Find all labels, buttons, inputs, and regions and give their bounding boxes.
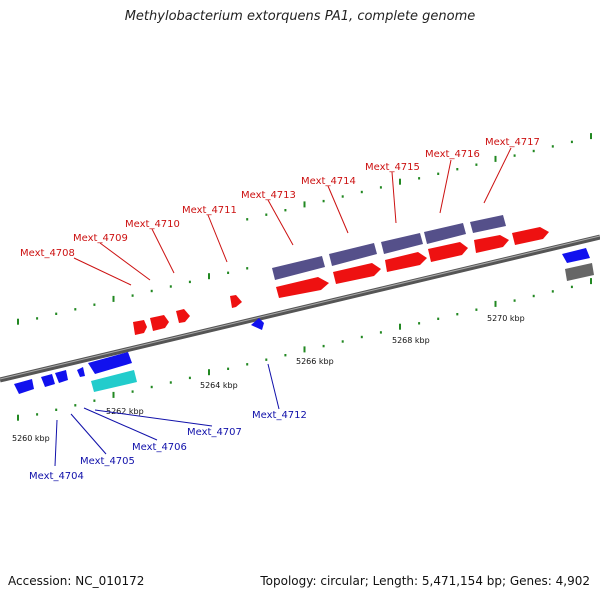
gene-label-mext-4707[interactable]: Mext_4707 xyxy=(187,427,242,438)
gene-arrow[interactable] xyxy=(77,367,85,377)
feature-box[interactable] xyxy=(329,243,377,266)
forward-strand-genes xyxy=(133,227,549,335)
reverse-gene-labels: Mext_4704 Mext_4705 Mext_4706 Mext_4707 … xyxy=(29,410,307,482)
gene-arrow[interactable] xyxy=(41,374,55,387)
ruler-label-5264: 5264 kbp xyxy=(200,381,238,390)
forward-gene-labels: Mext_4708 Mext_4709 Mext_4710 Mext_4711 … xyxy=(20,137,540,259)
rna-feature-box[interactable] xyxy=(91,370,137,392)
gene-arrow[interactable] xyxy=(474,235,509,253)
ruler-label-5260: 5260 kbp xyxy=(12,434,50,443)
gene-arrow[interactable] xyxy=(133,320,147,335)
grey-feature-box[interactable] xyxy=(565,263,594,281)
gene-label-mext-4706[interactable]: Mext_4706 xyxy=(132,442,187,453)
gene-arrow[interactable] xyxy=(14,379,34,394)
gene-arrow[interactable] xyxy=(512,227,549,245)
ruler-label-5262: 5262 kbp xyxy=(106,407,144,416)
gene-arrow[interactable] xyxy=(251,318,264,330)
gene-label-mext-4710[interactable]: Mext_4710 xyxy=(125,219,180,230)
feature-box[interactable] xyxy=(424,223,466,244)
gene-label-mext-4709[interactable]: Mext_4709 xyxy=(73,233,128,244)
feature-box[interactable] xyxy=(381,233,423,254)
gene-arrow[interactable] xyxy=(428,242,468,262)
forward-label-leaders xyxy=(73,147,512,286)
ruler-label-5266: 5266 kbp xyxy=(296,357,334,366)
gene-label-mext-4711[interactable]: Mext_4711 xyxy=(182,205,237,216)
gene-arrow[interactable] xyxy=(150,315,169,331)
gene-arrow[interactable] xyxy=(562,248,590,263)
gene-label-mext-4708[interactable]: Mext_4708 xyxy=(20,248,75,259)
genome-backbone-highlight xyxy=(0,235,600,380)
accession-text: Accession: NC_010172 xyxy=(8,574,145,588)
feature-box[interactable] xyxy=(272,256,325,280)
ruler-label-5268: 5268 kbp xyxy=(392,336,430,345)
gene-label-mext-4716[interactable]: Mext_4716 xyxy=(425,149,480,160)
gene-arrow[interactable] xyxy=(385,252,427,272)
gene-arrow[interactable] xyxy=(55,370,68,383)
gene-arrow[interactable] xyxy=(88,352,132,374)
gene-label-mext-4717[interactable]: Mext_4717 xyxy=(485,137,540,148)
gene-label-mext-4704[interactable]: Mext_4704 xyxy=(29,471,84,482)
gene-label-mext-4714[interactable]: Mext_4714 xyxy=(301,176,356,187)
gene-label-mext-4715[interactable]: Mext_4715 xyxy=(365,162,420,173)
gene-label-mext-4705[interactable]: Mext_4705 xyxy=(80,456,135,467)
gene-arrow[interactable] xyxy=(276,277,329,298)
genome-summary-text: Topology: circular; Length: 5,471,154 bp… xyxy=(260,574,590,588)
gene-label-mext-4713[interactable]: Mext_4713 xyxy=(241,190,296,201)
purple-features xyxy=(272,215,506,280)
genome-backbone xyxy=(0,234,600,383)
tick-marks xyxy=(17,133,592,421)
genome-title: Methylobacterium extorquens PA1, complet… xyxy=(124,9,476,24)
reverse-label-leaders xyxy=(54,363,280,467)
ruler-label-5270: 5270 kbp xyxy=(487,314,525,323)
gene-label-mext-4712[interactable]: Mext_4712 xyxy=(252,410,307,421)
gene-arrow[interactable] xyxy=(176,309,190,323)
feature-box[interactable] xyxy=(470,215,506,233)
gene-arrow[interactable] xyxy=(333,263,381,284)
reverse-strand-genes xyxy=(14,248,590,394)
gene-arrow[interactable] xyxy=(230,295,242,308)
